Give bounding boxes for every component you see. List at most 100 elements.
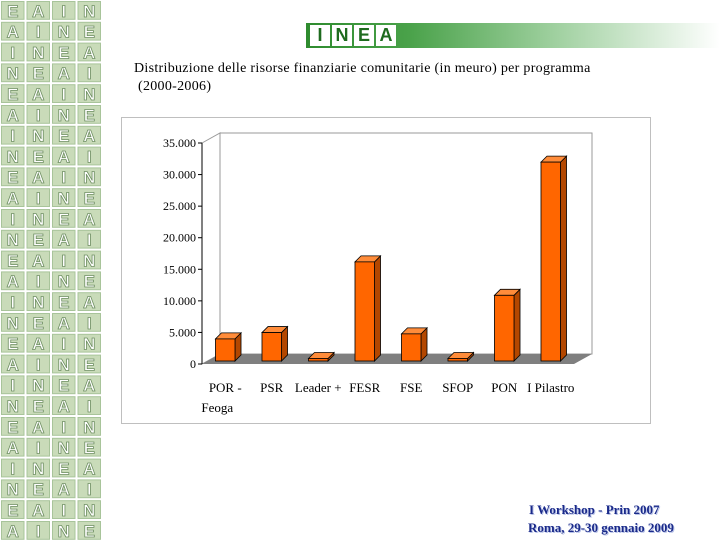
svg-text:E: E <box>7 335 18 354</box>
svg-text:I: I <box>10 293 15 312</box>
y-tick-label: 25.000 <box>163 199 196 213</box>
sidebar-letter-tile: E <box>76 520 102 540</box>
y-tick-label: 10.000 <box>163 294 196 308</box>
bar-front <box>494 294 515 362</box>
svg-text:E: E <box>84 23 95 42</box>
sidebar-letter-tile: I <box>25 187 51 208</box>
sidebar-letter-tile: N <box>76 332 102 354</box>
bar-2 <box>307 351 335 362</box>
sidebar-letter-tile: E <box>25 312 51 333</box>
sidebar-letter-tile: E <box>76 436 102 458</box>
sidebar-letter-tile: I <box>25 270 51 292</box>
svg-text:I: I <box>10 127 15 146</box>
svg-text:N: N <box>83 85 95 104</box>
sidebar-letter-tile: I <box>76 395 102 416</box>
svg-text:N: N <box>58 106 70 125</box>
bar-side <box>513 288 521 362</box>
bar-5 <box>447 351 475 362</box>
svg-text:E: E <box>7 2 18 21</box>
svg-text:A: A <box>32 2 44 21</box>
sidebar-letter-tile: E <box>76 353 102 375</box>
plot-side-wall <box>201 132 221 365</box>
svg-text:N: N <box>58 189 70 208</box>
svg-text:N: N <box>7 397 19 416</box>
svg-text:I: I <box>87 480 92 499</box>
sidebar-letter-tile: A <box>51 145 77 167</box>
x-tick-label: FSE <box>400 380 422 395</box>
sidebar-letter-tile: I <box>25 520 51 540</box>
svg-text:I: I <box>61 501 66 520</box>
svg-text:A: A <box>32 335 44 354</box>
sidebar-letter-tile: A <box>25 332 51 354</box>
svg-text:N: N <box>58 272 70 291</box>
svg-text:N: N <box>83 501 95 520</box>
svg-text:I: I <box>61 251 66 270</box>
svg-text:N: N <box>7 231 19 250</box>
svg-text:I: I <box>36 23 41 42</box>
svg-text:N: N <box>32 43 44 62</box>
svg-text:A: A <box>83 127 95 146</box>
svg-text:I: I <box>87 397 92 416</box>
svg-text:E: E <box>58 127 69 146</box>
sidebar-letter-tile: N <box>0 395 26 416</box>
svg-text:E: E <box>58 293 69 312</box>
svg-text:E: E <box>84 355 95 374</box>
sidebar-letter-tile: A <box>76 208 102 229</box>
x-tick-label: PON <box>491 380 518 395</box>
sidebar-letter-tile: N <box>25 374 51 396</box>
svg-text:N: N <box>7 480 19 499</box>
svg-text:A: A <box>7 106 19 125</box>
x-tick-label: Leader + <box>295 380 342 395</box>
sidebar-letter-tile: E <box>51 291 77 312</box>
svg-text:E: E <box>33 231 44 250</box>
sidebar-letter-tile: I <box>25 20 51 42</box>
svg-text:I: I <box>87 231 92 250</box>
svg-text:E: E <box>84 106 95 125</box>
svg-text:A: A <box>58 231 70 250</box>
svg-text:E: E <box>58 459 69 478</box>
svg-text:E: E <box>7 85 18 104</box>
svg-text:N: N <box>32 376 44 395</box>
sidebar-letter-tile: N <box>51 436 77 458</box>
sidebar-letter-tile: I <box>76 312 102 333</box>
sidebar-letter-tile: I <box>0 208 26 229</box>
sidebar-letter-tile: A <box>0 20 26 42</box>
svg-text:I: I <box>36 522 41 540</box>
svg-text:E: E <box>33 314 44 333</box>
bar-side <box>374 254 381 362</box>
sidebar-letter-tile: A <box>0 270 26 292</box>
bar-front <box>261 332 282 362</box>
sidebar-letter-tile: N <box>51 270 77 292</box>
bar-7 <box>540 155 568 362</box>
svg-text:N: N <box>83 168 95 187</box>
svg-text:E: E <box>84 189 95 208</box>
x-tick-label: Feoga <box>201 400 233 415</box>
sidebar-letter-tile: A <box>76 291 102 312</box>
x-tick-label: FESR <box>349 380 380 395</box>
svg-text:A: A <box>7 439 19 458</box>
sidebar-letter-tile: N <box>25 457 51 479</box>
bar-6 <box>493 288 521 362</box>
sidebar-letter-tile: I <box>51 332 77 354</box>
svg-text:A: A <box>83 43 95 62</box>
sidebar-letter-tile: A <box>0 353 26 375</box>
bar-front <box>354 261 375 362</box>
footer-location-date: Roma, 29-30 gennaio 2009 <box>528 520 674 535</box>
svg-text:I: I <box>87 314 92 333</box>
svg-text:I: I <box>87 64 92 83</box>
bar-side <box>560 155 567 362</box>
sidebar-letter-tile: N <box>76 83 102 104</box>
sidebar-letter-tile: E <box>0 499 26 520</box>
svg-text:A: A <box>83 210 95 229</box>
svg-text:A: A <box>58 314 70 333</box>
bar-4 <box>400 326 428 362</box>
svg-text:I: I <box>61 2 66 21</box>
sidebar-letter-tile: N <box>51 353 77 375</box>
sidebar-letter-tile: I <box>0 124 26 146</box>
x-tick-label: POR - <box>209 380 242 395</box>
svg-text:A: A <box>32 418 44 437</box>
sidebar-letter-tile: A <box>0 436 26 458</box>
sidebar-letter-tile: E <box>51 124 77 146</box>
plot-floor <box>202 354 592 364</box>
sidebar-letter-tile: E <box>51 208 77 229</box>
